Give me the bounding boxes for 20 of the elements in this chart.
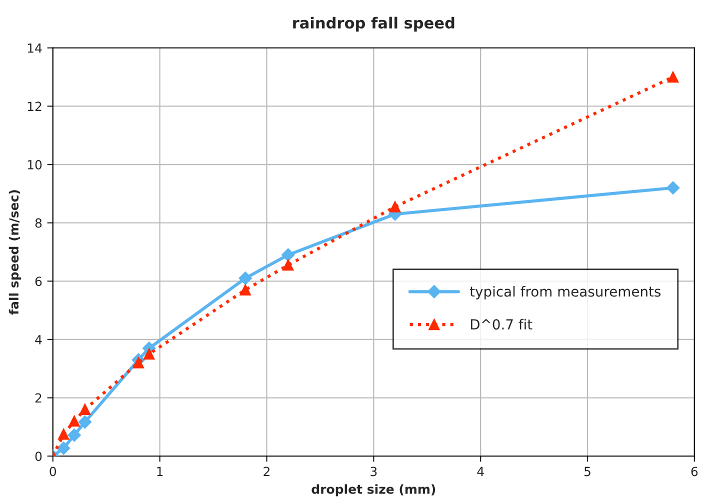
x-tick-label: 5 — [584, 466, 590, 476]
y-tick-label: 12 — [28, 102, 42, 111]
x-tick-label: 2 — [264, 466, 270, 476]
y-axis-title: fall speed (m/sec) — [8, 190, 21, 315]
legend-label: typical from measurements — [470, 286, 661, 300]
y-tick-label: 8 — [35, 218, 42, 228]
y-tick-label: 14 — [28, 44, 42, 53]
x-tick-label: 0 — [50, 466, 56, 476]
y-tick-label: 2 — [35, 393, 42, 403]
x-axis-title: droplet size (mm) — [312, 484, 436, 496]
y-tick-label: 0 — [35, 452, 42, 462]
y-tick-label: 4 — [35, 335, 42, 344]
x-tick-label: 4 — [477, 466, 484, 476]
y-tick-label: 6 — [35, 276, 42, 286]
x-tick-label: 1 — [157, 466, 163, 476]
y-tick-label: 10 — [28, 160, 42, 170]
legend-label: D^0.7 fit — [470, 318, 532, 330]
chart-title: raindrop fall speed — [293, 16, 454, 32]
x-tick-label: 6 — [691, 466, 698, 476]
x-tick-label: 3 — [370, 466, 377, 476]
